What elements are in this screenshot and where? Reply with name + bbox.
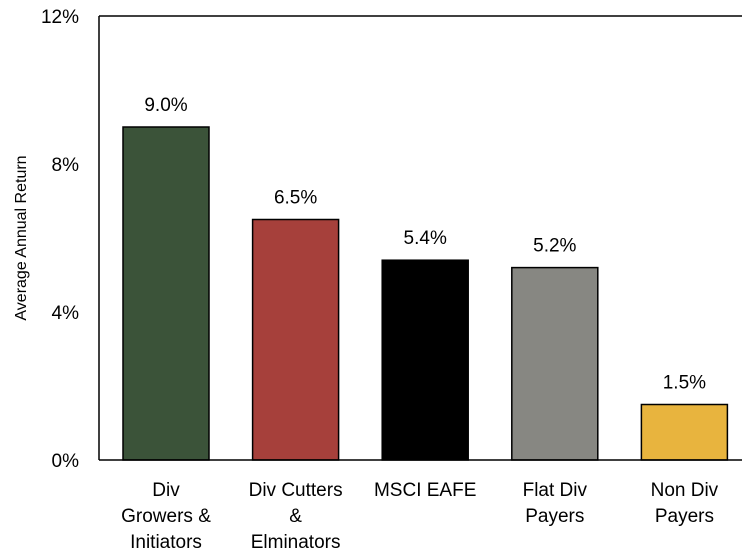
bar (640, 403, 729, 461)
y-tick-label: 0% (52, 451, 80, 472)
category-label: Flat Div (523, 480, 588, 501)
y-tick-label: 8% (52, 155, 80, 176)
category-label: Non Div (651, 480, 719, 501)
y-axis-title: Average Annual Return (13, 155, 30, 320)
bar (511, 266, 599, 461)
category-label: MSCI EAFE (374, 480, 476, 501)
category-label: Initiators (130, 532, 202, 553)
bars-group (122, 126, 729, 461)
data-label: 9.0% (144, 95, 187, 116)
category-label: Div Cutters (249, 480, 343, 501)
y-tick-label: 4% (52, 303, 80, 324)
category-label: Payers (525, 506, 584, 527)
y-axis-ticks: 0% 4% 8% 12% (41, 7, 79, 472)
data-label: 1.5% (663, 373, 706, 394)
category-labels-group: Div Growers & Initiators Div Cutters & Elmina… (121, 480, 719, 553)
bar (381, 259, 469, 461)
category-label: Elminators (251, 532, 341, 553)
category-label: Growers & (121, 506, 211, 527)
data-label: 5.2% (533, 236, 576, 257)
category-label: Div (152, 480, 180, 501)
bar (251, 218, 340, 461)
data-label: 6.5% (274, 188, 317, 209)
data-labels-group: 9.0% 6.5% 5.4% 5.2% 1.5% (144, 95, 706, 394)
category-label: & (289, 506, 302, 527)
y-tick-label: 12% (41, 7, 79, 28)
category-label: Payers (655, 506, 714, 527)
bar (122, 126, 210, 461)
data-label: 5.4% (404, 228, 447, 249)
